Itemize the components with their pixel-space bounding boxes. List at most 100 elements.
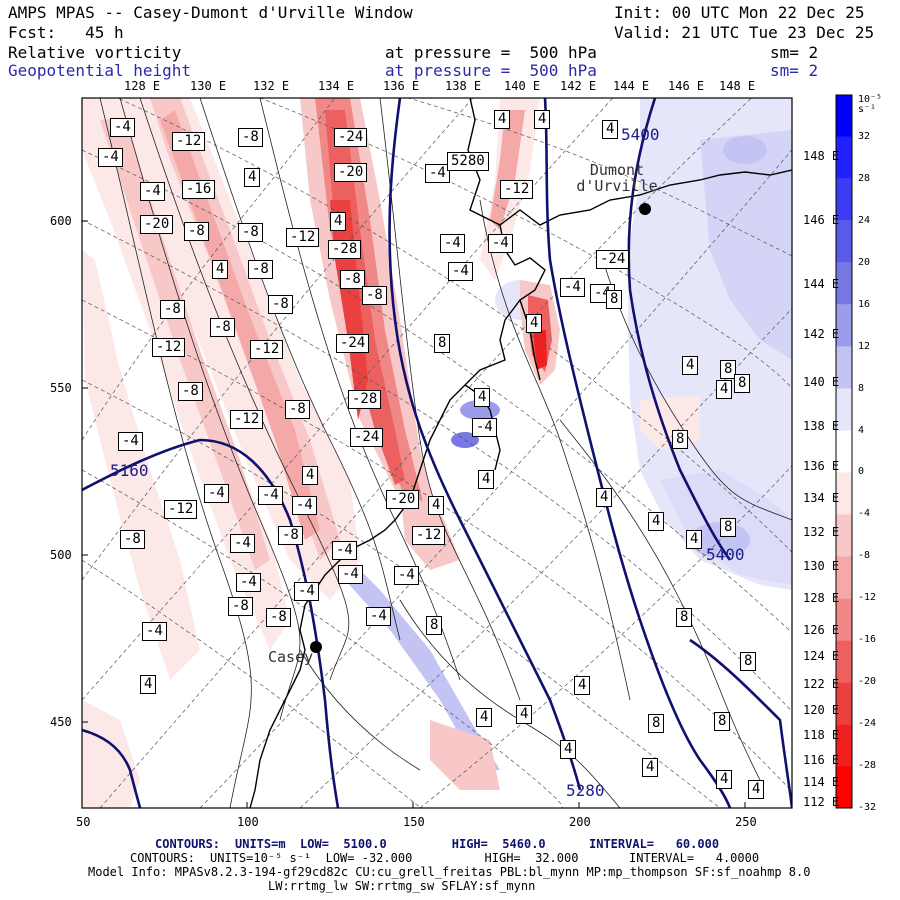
vorticity-contour-label: -4 (448, 262, 473, 281)
height-label-5160: 5160 (110, 461, 149, 480)
vorticity-contour-label: -12 (152, 338, 186, 357)
right-longitude-label: 148 E (803, 149, 840, 163)
plot-frame (81, 97, 793, 809)
right-longitude-label: 136 E (803, 459, 840, 473)
vorticity-contour-label: 4 (330, 212, 347, 231)
vorticity-contour-label: -8 (340, 270, 365, 289)
vorticity-contour-label: -24 (336, 334, 370, 353)
right-longitude-label: 116 E (803, 753, 840, 767)
height-label-5280-south: 5280 (566, 781, 605, 800)
colorbar-swatch (836, 556, 852, 599)
right-longitude-label: 146 E (803, 213, 840, 227)
colorbar-swatch (836, 430, 852, 473)
top-longitude-label: 128 E (124, 79, 161, 93)
right-longitude-label: 114 E (803, 775, 840, 789)
footer-physics-info: LW:rrtmg_lw SW:rrtmg_sw SFLAY:sf_mynn (268, 879, 536, 893)
colorbar-swatch (836, 178, 852, 221)
vorticity-contour-label: 4 (476, 708, 493, 727)
colorbar-swatch (836, 514, 852, 557)
colorbar (835, 94, 853, 809)
right-longitude-label: 142 E (803, 327, 840, 341)
vorticity-contour-label: -4 (230, 534, 255, 553)
top-longitude-label: 136 E (383, 79, 420, 93)
footer-contour-label-1: CONTOURS: (155, 837, 221, 851)
vorticity-contour-label: 4 (478, 470, 495, 489)
y-tick-450: 450 (50, 715, 72, 729)
vorticity-contour-label: -8 (178, 382, 203, 401)
y-tick-600: 600 (50, 214, 72, 228)
colorbar-tick-label: 20 (858, 256, 871, 268)
vorticity-contour-label: 8 (648, 714, 665, 733)
colorbar-tick-label: -32 (858, 802, 877, 813)
top-longitude-label: 144 E (613, 79, 650, 93)
vorticity-contour-label: -4 (292, 496, 317, 515)
forecast-hour: Fcst: 45 h (8, 23, 124, 42)
vorticity-contour-label: 4 (686, 530, 703, 549)
vorticity-contour-label: 4 (602, 120, 619, 139)
axis-ticks (81, 220, 746, 808)
y-tick-550: 550 (50, 381, 72, 395)
colorbar-tick-label: -12 (858, 592, 877, 604)
vorticity-contour-label: -4 (110, 118, 135, 137)
right-longitude-label: 128 E (803, 591, 840, 605)
vorticity-contour-label: -4 (236, 573, 261, 592)
field2-name: Geopotential height (8, 61, 192, 80)
right-longitude-label: 140 E (803, 375, 840, 389)
vorticity-contour-label: -28 (328, 240, 362, 259)
vorticity-contour-label: 8 (676, 608, 693, 627)
top-longitude-label: 132 E (253, 79, 290, 93)
top-longitude-label: 138 E (445, 79, 482, 93)
height-label-5400-north: 5400 (621, 125, 660, 144)
y-tick-500: 500 (50, 548, 72, 562)
vorticity-contour-label: -8 (184, 222, 209, 241)
x-tick-200: 200 (569, 815, 591, 829)
vorticity-contour-label: 4 (560, 740, 577, 759)
vorticity-contour-label: 4 (596, 488, 613, 507)
vorticity-contour-label: 4 (474, 388, 491, 407)
vorticity-contour-label: -8 (266, 608, 291, 627)
vorticity-contour-label: -4 (440, 234, 465, 253)
top-longitude-label: 134 E (318, 79, 355, 93)
field2-smoothing: sm= 2 (770, 61, 819, 80)
right-longitude-label: 120 E (803, 703, 840, 717)
height-label-5400-south: 5400 (706, 545, 745, 564)
casey-label: Casey (268, 648, 314, 666)
field2-level: at pressure = 500 hPa (385, 61, 597, 80)
right-longitude-label: 144 E (803, 277, 840, 291)
footer-vorticity-contour-info: UNITS=10⁻⁵ s⁻¹ LOW= -32.000 HIGH= 32.000… (210, 851, 760, 865)
right-longitude-label: 122 E (803, 677, 840, 691)
vorticity-contour-label: -4 (425, 164, 450, 183)
vorticity-contour-label: 4 (244, 168, 261, 187)
vorticity-contour-label: 4 (526, 314, 543, 333)
vorticity-contour-label: -20 (140, 215, 174, 234)
vorticity-contour-label: 4 (212, 260, 229, 279)
vorticity-contour-label: -4 (366, 607, 391, 626)
vorticity-contour-label: -28 (348, 390, 382, 409)
vorticity-contour-label: -4 (472, 418, 497, 437)
colorbar-tick-label: 4 (858, 424, 865, 436)
vorticity-contour-label: 4 (648, 512, 665, 531)
vorticity-contour-label: -4 (294, 582, 319, 601)
field1-level: at pressure = 500 hPa (385, 43, 597, 62)
right-longitude-label: 126 E (803, 623, 840, 637)
vorticity-contour-label: 4 (516, 705, 533, 724)
x-tick-150: 150 (403, 815, 425, 829)
colorbar-swatch (836, 95, 852, 137)
vorticity-contour-label: -12 (412, 526, 446, 545)
vorticity-contour-label: -4 (98, 148, 123, 167)
vorticity-contour-label: -12 (250, 340, 284, 359)
vorticity-contour-label: 8 (720, 518, 737, 537)
colorbar-swatch (836, 682, 852, 725)
colorbar-swatch (836, 724, 852, 767)
vorticity-contour-label: -20 (334, 163, 368, 182)
vorticity-contour-label: -8 (362, 286, 387, 305)
top-longitude-label: 130 E (190, 79, 227, 93)
colorbar-tick-label: 32 (858, 130, 871, 142)
colorbar-tick-label: -20 (858, 676, 877, 688)
casey-station-marker (310, 641, 322, 653)
right-longitude-label: 138 E (803, 419, 840, 433)
vorticity-contour-label: 8 (714, 712, 731, 731)
colorbar-tick-label: -16 (858, 634, 877, 646)
vorticity-contour-label: -8 (160, 300, 185, 319)
vorticity-contour-label: -12 (172, 132, 206, 151)
